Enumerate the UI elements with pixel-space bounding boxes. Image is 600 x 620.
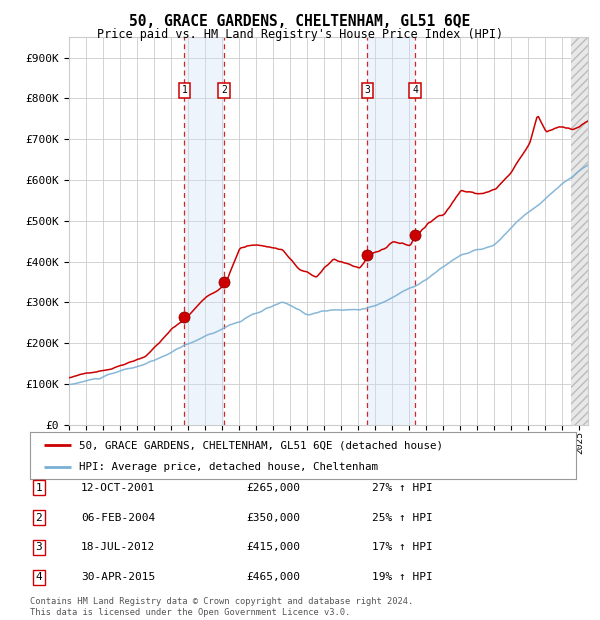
Text: 4: 4: [412, 85, 418, 95]
Text: 25% ↑ HPI: 25% ↑ HPI: [372, 513, 433, 523]
Text: 50, GRACE GARDENS, CHELTENHAM, GL51 6QE: 50, GRACE GARDENS, CHELTENHAM, GL51 6QE: [130, 14, 470, 29]
Text: 17% ↑ HPI: 17% ↑ HPI: [372, 542, 433, 552]
Text: 30-APR-2015: 30-APR-2015: [81, 572, 155, 582]
Bar: [367, 37, 415, 425]
Text: HPI: Average price, detached house, Cheltenham: HPI: Average price, detached house, Chel…: [79, 462, 378, 472]
Text: 2: 2: [35, 513, 43, 523]
Text: 3: 3: [365, 85, 370, 95]
Text: Price paid vs. HM Land Registry's House Price Index (HPI): Price paid vs. HM Land Registry's House …: [97, 28, 503, 41]
Bar: [184, 37, 224, 425]
Text: 18-JUL-2012: 18-JUL-2012: [81, 542, 155, 552]
Bar: [571, 37, 588, 425]
Text: £265,000: £265,000: [246, 483, 300, 493]
Text: 1: 1: [35, 483, 43, 493]
Text: 2: 2: [221, 85, 227, 95]
Text: £415,000: £415,000: [246, 542, 300, 552]
Text: 1: 1: [181, 85, 187, 95]
Text: 27% ↑ HPI: 27% ↑ HPI: [372, 483, 433, 493]
Text: 06-FEB-2004: 06-FEB-2004: [81, 513, 155, 523]
Text: £350,000: £350,000: [246, 513, 300, 523]
Text: Contains HM Land Registry data © Crown copyright and database right 2024.
This d: Contains HM Land Registry data © Crown c…: [30, 598, 413, 617]
Text: 19% ↑ HPI: 19% ↑ HPI: [372, 572, 433, 582]
Text: £465,000: £465,000: [246, 572, 300, 582]
Text: 3: 3: [35, 542, 43, 552]
Text: 12-OCT-2001: 12-OCT-2001: [81, 483, 155, 493]
Text: 50, GRACE GARDENS, CHELTENHAM, GL51 6QE (detached house): 50, GRACE GARDENS, CHELTENHAM, GL51 6QE …: [79, 440, 443, 450]
Text: 4: 4: [35, 572, 43, 582]
